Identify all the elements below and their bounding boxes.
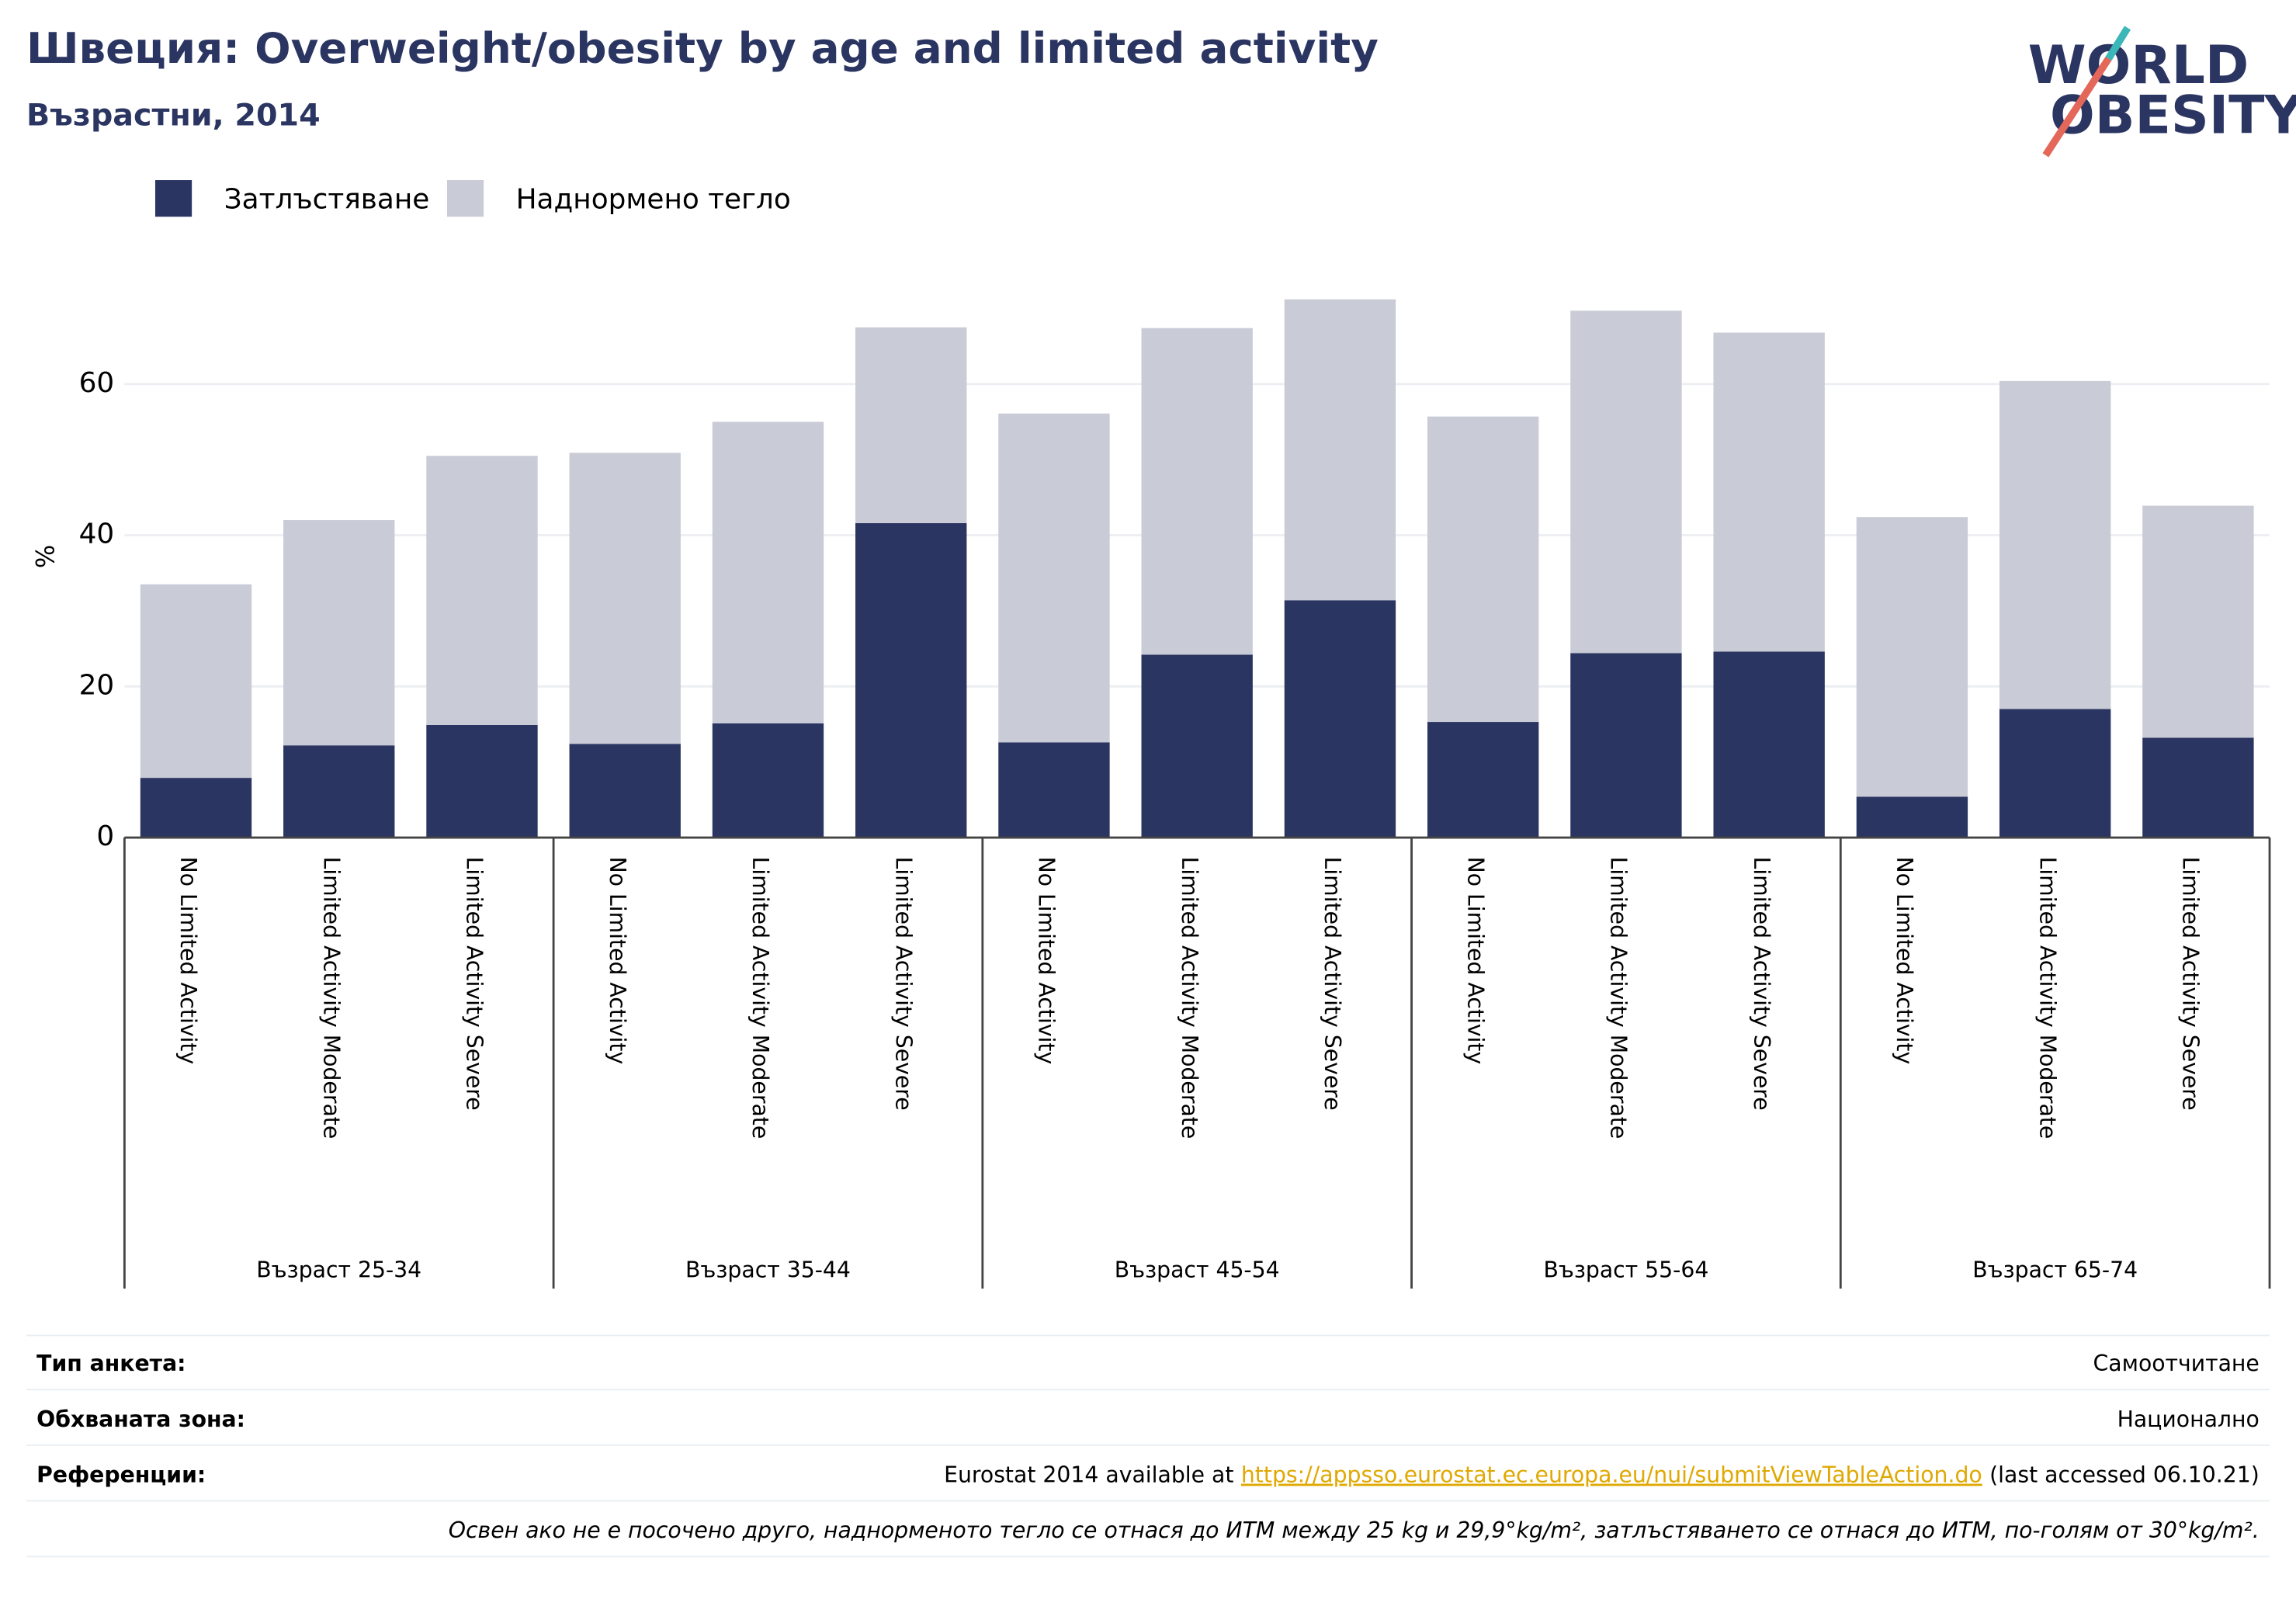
footer: Тип анкета: Самоотчитане Обхваната зона:… [26,1334,2270,1558]
y-tick-label: 0 [96,820,114,852]
bar-segment [1856,517,1968,797]
x-tick-label: No Limited Activity [175,857,201,1065]
reference: Eurostat 2014 available at https://appsso… [944,1462,2260,1488]
bar-segment [1999,380,2111,709]
reference-suffix: (last accessed 06.10.21) [1989,1462,2260,1488]
bar-segment [1284,299,1396,601]
legend-label: Наднормено тегло [516,183,791,215]
x-tick-label: No Limited Activity [605,857,630,1065]
bar-segment [1713,332,1825,652]
group-label: Възраст 35-44 [685,1257,851,1282]
logo-slash [2042,56,2112,158]
legend-swatch [154,180,192,217]
bar-segment [855,327,967,523]
bar-segment [712,723,824,838]
x-tick-label: Limited Activity Moderate [318,857,344,1139]
x-tick-label: Limited Activity Severe [2178,857,2204,1111]
group-label: Възраст 65-74 [1972,1257,2138,1282]
bar-segment [2142,505,2254,738]
x-tick-label: Limited Activity Severe [1749,857,1774,1111]
bar-segment [283,745,395,838]
x-tick-label: Limited Activity Moderate [747,857,773,1139]
x-tick-label: Limited Activity Moderate [2034,857,2060,1139]
bar-segment [998,413,1110,743]
y-axis-label: % [30,545,60,568]
x-tick-label: Limited Activity Severe [890,857,916,1111]
row-value: Национално [2117,1406,2260,1432]
x-tick-label: Limited Activity Moderate [1177,857,1202,1139]
bar-segment [140,584,252,779]
note: Освен ако не е посочено друго, наднормен… [449,1517,2260,1543]
logo: WORLD OBESITY [2028,26,2296,158]
group-label: Възраст 55-64 [1543,1257,1708,1282]
bar-segment [1856,796,1968,838]
group-label: Възраст 25-34 [256,1257,421,1282]
row-label: Обхваната зона: [36,1406,245,1432]
logo-slash-top [2105,26,2131,61]
bar-segment [998,742,1110,838]
row-label: Референции: [36,1462,206,1488]
reference-link[interactable]: https://appsso.eurostat.ec.europa.eu/nui… [1241,1462,1982,1488]
bar-segment [712,421,824,724]
bar-segment [1284,600,1396,838]
x-tick-label: No Limited Activity [1034,857,1060,1065]
bar-segment [1427,722,1539,838]
logo-line1: WORLD [2028,35,2249,96]
chart-title: Швеция: Overweight/obesity by age and li… [26,23,1379,73]
bar-segment [1570,653,1682,838]
bar-segment [1713,651,1825,838]
x-tick-label: No Limited Activity [1462,857,1488,1065]
bar-segment [2142,737,2254,838]
x-tick-label: No Limited Activity [1892,857,1917,1065]
x-tick-label: Limited Activity Severe [462,857,487,1111]
bar-segment [1427,416,1539,723]
bar-segment [1141,328,1253,655]
bar-segment [426,456,538,725]
row-label: Тип анкета: [36,1351,186,1376]
row-value: Самоотчитане [2093,1351,2260,1376]
group-label: Възраст 45-54 [1115,1257,1280,1282]
reference-prefix: Eurostat 2014 available at [944,1462,1233,1488]
bar-segment [1141,654,1253,838]
bar-segment [426,724,538,838]
bar-segment [569,453,681,744]
x-tick-label: Limited Activity Severe [1320,857,1345,1111]
x-tick-label: Limited Activity Moderate [1606,857,1632,1139]
bar-segment [855,522,967,838]
bar-segment [1999,709,2111,838]
logo-line2: OBESITY [2050,85,2296,146]
bar-segment [140,778,252,838]
legend-swatch [446,180,484,217]
chart-subtitle: Възрастни, 2014 [26,97,321,133]
y-tick-label: 20 [79,669,115,701]
bar-segment [569,744,681,838]
legend-label: Затлъстяване [224,183,430,215]
bar-segment [283,520,395,746]
y-tick-label: 40 [79,519,115,550]
bar-segment [1570,310,1682,654]
y-tick-label: 60 [79,367,115,399]
